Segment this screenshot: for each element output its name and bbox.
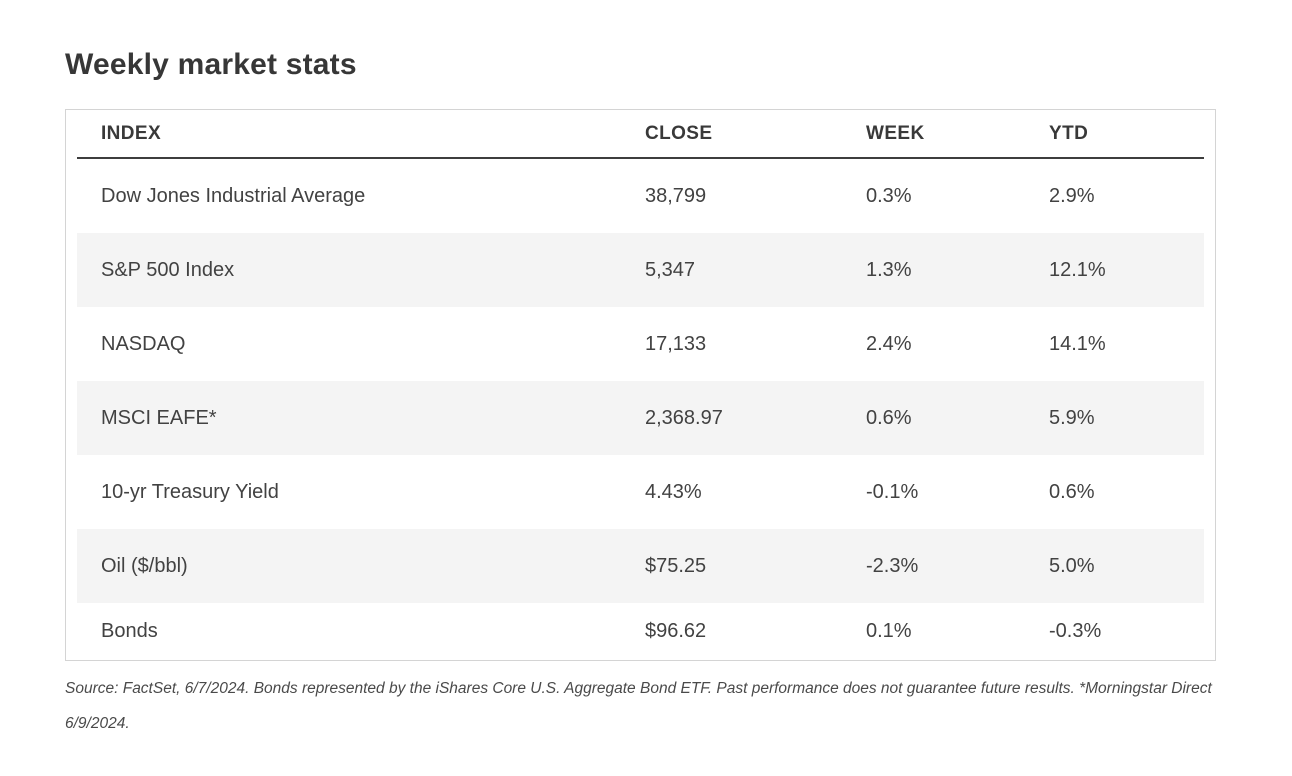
table-row: NASDAQ 17,133 2.4% 14.1% xyxy=(77,307,1204,381)
cell-ytd: 0.6% xyxy=(1049,480,1095,503)
cell-week: -2.3% xyxy=(866,554,919,577)
cell-ytd: 14.1% xyxy=(1049,332,1106,355)
cell-index-name: Oil ($/bbl) xyxy=(101,554,188,577)
cell-close: 4.43% xyxy=(645,480,702,503)
cell-week: 0.6% xyxy=(866,406,912,429)
cell-week: 2.4% xyxy=(866,332,912,355)
cell-index-name: Dow Jones Industrial Average xyxy=(101,184,366,207)
table-body: Dow Jones Industrial Average 38,799 0.3%… xyxy=(77,159,1204,660)
cell-close: 17,133 xyxy=(645,332,707,355)
cell-index-name: S&P 500 Index xyxy=(101,258,235,281)
cell-ytd: 5.9% xyxy=(1049,406,1095,429)
table-row: 10-yr Treasury Yield 4.43% -0.1% 0.6% xyxy=(77,455,1204,529)
page-content: Weekly market stats INDEX CLOSE WEEK YTD… xyxy=(65,48,1255,757)
cell-ytd: -0.3% xyxy=(1049,620,1102,642)
market-stats-table: INDEX CLOSE WEEK YTD Dow Jones Industria… xyxy=(65,109,1216,661)
cell-week: 0.1% xyxy=(866,620,912,642)
cell-ytd: 2.9% xyxy=(1049,184,1095,207)
cell-ytd: 12.1% xyxy=(1049,258,1106,281)
page-title: Weekly market stats xyxy=(65,48,357,81)
table-row: Oil ($/bbl) $75.25 -2.3% 5.0% xyxy=(77,529,1204,603)
cell-index-name: MSCI EAFE* xyxy=(101,406,217,429)
column-header-close: CLOSE xyxy=(645,122,713,144)
cell-index-name: Bonds xyxy=(101,620,158,642)
table-header-row: INDEX CLOSE WEEK YTD xyxy=(77,110,1204,159)
table-row: Dow Jones Industrial Average 38,799 0.3%… xyxy=(77,159,1204,233)
column-header-week: WEEK xyxy=(866,122,925,144)
cell-close: 38,799 xyxy=(645,184,707,207)
cell-close: 2,368.97 xyxy=(645,406,723,429)
cell-close: 5,347 xyxy=(645,258,696,281)
source-footnote: Source: FactSet, 6/7/2024. Bonds represe… xyxy=(65,680,1212,732)
cell-ytd: 5.0% xyxy=(1049,554,1095,577)
column-header-ytd: YTD xyxy=(1049,122,1089,144)
cell-close: $96.62 xyxy=(645,620,707,642)
column-header-index: INDEX xyxy=(101,122,162,144)
cell-close: $75.25 xyxy=(645,554,707,577)
table-row: S&P 500 Index 5,347 1.3% 12.1% xyxy=(77,233,1204,307)
cell-index-name: NASDAQ xyxy=(101,332,186,355)
table-row: MSCI EAFE* 2,368.97 0.6% 5.9% xyxy=(77,381,1204,455)
cell-week: 0.3% xyxy=(866,184,912,207)
cell-week: 1.3% xyxy=(866,258,912,281)
cell-week: -0.1% xyxy=(866,480,919,503)
cell-index-name: 10-yr Treasury Yield xyxy=(101,480,279,503)
table-row: Bonds $96.62 0.1% -0.3% xyxy=(77,603,1204,660)
